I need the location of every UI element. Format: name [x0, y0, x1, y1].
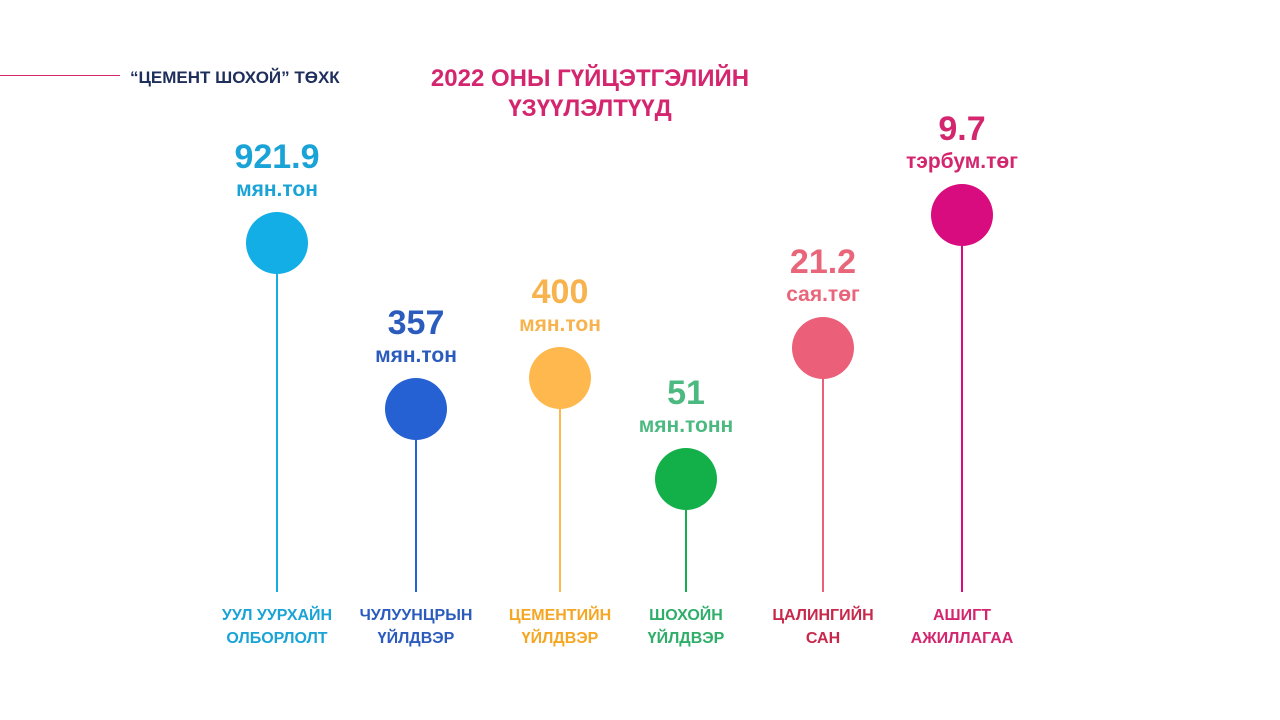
lollipop-dot [529, 347, 591, 409]
header-rule [0, 75, 120, 76]
lollipop-dot [385, 378, 447, 440]
category-label: ЦАЛИНГИЙН САН [748, 604, 898, 650]
category-label: УУЛ УУРХАЙН ОЛБОРЛОЛТ [202, 604, 352, 650]
value-label: 921.9 [234, 138, 320, 176]
page-title: 2022 ОНЫ ГҮЙЦЭТГЭЛИЙН ҮЗҮҮЛЭЛТҮҮД [380, 64, 800, 124]
value-label: 9.7 [938, 110, 986, 148]
lollipop-dot [246, 212, 308, 274]
value-label: 357 [387, 304, 445, 342]
unit-label: мян.тон [519, 313, 601, 336]
unit-label: тэрбум.төг [905, 150, 1019, 173]
unit-label: мян.тон [236, 178, 318, 201]
lollipop-dot [931, 184, 993, 246]
unit-label: сая.төг [786, 283, 860, 306]
value-label: 51 [667, 374, 705, 412]
category-label-line1: ЦЕМЕНТИЙН [508, 607, 612, 624]
category-label: ЦЕМЕНТИЙН ҮЙЛДВЭР [485, 604, 635, 650]
category-label: АШИГТ АЖИЛЛАГАА [887, 604, 1037, 650]
data-label: 400 мян.тон [490, 272, 630, 338]
lollipop-dot [655, 448, 717, 510]
category-label-line2: ҮЙЛДВЭР [521, 630, 599, 647]
unit-label: мян.тон [375, 344, 457, 367]
unit-label: мян.тонн [638, 414, 734, 437]
category-label-line1: ШОХОЙН [649, 607, 723, 624]
page-title-line1: 2022 ОНЫ ГҮЙЦЭТГЭЛИЙН [430, 65, 750, 92]
data-label: 21.2 сая.төг [753, 242, 893, 308]
category-label-line2: АЖИЛЛАГАА [910, 630, 1014, 647]
value-label: 400 [531, 273, 589, 311]
data-label: 357 мян.тон [346, 303, 486, 369]
category-label-line1: УУЛ УУРХАЙН [221, 607, 333, 624]
data-label: 921.9 мян.тон [207, 137, 347, 203]
category-label-line2: САН [805, 630, 841, 647]
lollipop-dot [792, 317, 854, 379]
category-label: ШОХОЙН ҮЙЛДВЭР [611, 604, 761, 650]
data-label: 9.7 тэрбум.төг [892, 109, 1032, 175]
value-label: 21.2 [789, 243, 857, 281]
category-label-line2: ҮЙЛДВЭР [377, 630, 455, 647]
category-label-line2: ОЛБОРЛОЛТ [226, 630, 328, 647]
category-label-line1: АШИГТ [933, 607, 991, 624]
company-name: “ЦЕМЕНТ ШОХОЙ” ТӨХК [130, 68, 340, 87]
category-label-line1: ЦАЛИНГИЙН [772, 607, 874, 624]
category-label-line2: ҮЙЛДВЭР [647, 630, 725, 647]
data-label: 51 мян.тонн [616, 373, 756, 439]
page-title-line2: ҮЗҮҮЛЭЛТҮҮД [508, 95, 672, 122]
category-label-line1: ЧУЛУУНЦРЫН [359, 607, 473, 624]
category-label: ЧУЛУУНЦРЫН ҮЙЛДВЭР [341, 604, 491, 650]
